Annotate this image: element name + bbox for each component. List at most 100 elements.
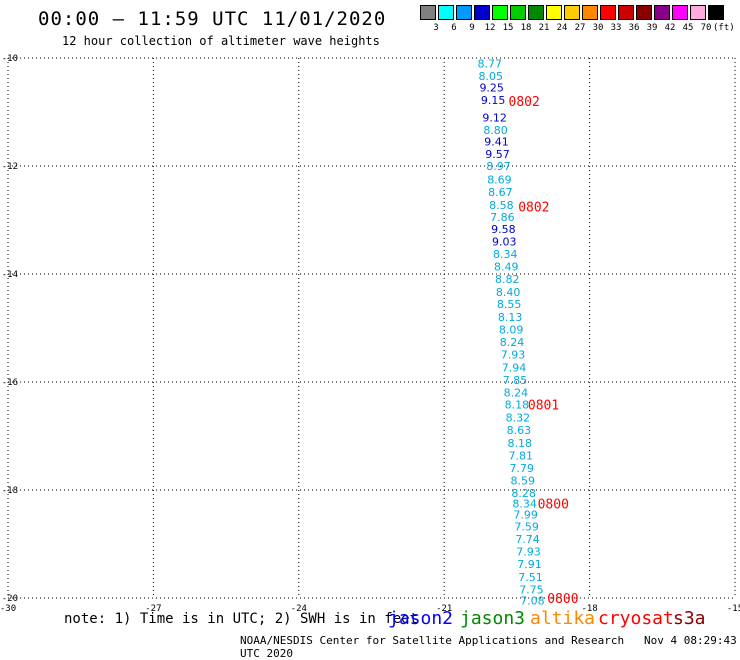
y-tick-label: -18: [2, 486, 18, 496]
color-scale-label: 30: [592, 23, 604, 33]
swh-value-label: 7.81: [509, 449, 534, 462]
swh-value-label: 8.32: [506, 412, 531, 425]
swh-value-label: 8.09: [499, 324, 524, 337]
color-scale-swatch: [636, 5, 652, 20]
swh-value-label: 8.97: [486, 160, 511, 173]
color-scale-label: 24: [556, 23, 568, 33]
color-scale-swatch: [690, 5, 706, 20]
time-label: 0802: [518, 201, 549, 216]
swh-value-label: 8.58: [489, 199, 514, 212]
color-scale-label: 33: [610, 23, 622, 33]
color-scale-swatch: [510, 5, 526, 20]
chart-subtitle: 12 hour collection of altimeter wave hei…: [62, 34, 380, 48]
color-scale-swatch: [582, 5, 598, 20]
swh-value-label: 7.75: [519, 583, 544, 596]
color-scale-swatch: [474, 5, 490, 20]
swh-value-label: 7.08: [520, 595, 545, 608]
swh-value-label: 7.93: [501, 348, 526, 361]
swh-value-label: 8.77: [478, 57, 503, 70]
swh-value-label: 8.40: [496, 286, 521, 299]
color-scale-swatch: [672, 5, 688, 20]
swh-value-label: 9.57: [485, 148, 510, 161]
time-label: 0801: [528, 399, 559, 414]
swh-value-label: 8.63: [507, 424, 532, 437]
swh-value-label: 9.58: [491, 223, 516, 236]
color-scale-swatch: [438, 5, 454, 20]
swh-value-label: 8.67: [488, 186, 513, 199]
x-tick-label: -15: [727, 604, 740, 614]
chart-title: 00:00 – 11:59 UTC 11/01/2020: [38, 8, 387, 30]
color-scale-swatch: [564, 5, 580, 20]
x-tick-label: -21: [436, 604, 452, 614]
color-scale-swatch: [456, 5, 472, 20]
satellite-legend-jason2: jason2: [388, 608, 454, 629]
swh-value-label: 8.49: [494, 260, 519, 273]
swh-value-label: 9.12: [482, 111, 507, 124]
swh-value-label: 8.05: [478, 70, 503, 83]
color-scale-label: 36: [628, 23, 640, 33]
swh-value-label: 8.13: [498, 311, 523, 324]
time-label: 0800: [538, 498, 569, 513]
swh-value-label: 7.51: [518, 571, 543, 584]
color-scale-swatch: [708, 5, 724, 20]
swh-value-label: 8.24: [504, 386, 529, 399]
color-scale-label: 21: [538, 23, 550, 33]
swh-value-label: 7.79: [509, 462, 534, 475]
swh-value-label: 8.34: [512, 498, 537, 511]
swh-value-label: 7.94: [502, 361, 527, 374]
x-tick-label: -27: [145, 604, 161, 614]
x-tick-label: -18: [581, 604, 597, 614]
color-scale-swatch: [492, 5, 508, 20]
swh-value-label: 8.55: [497, 298, 522, 311]
swh-value-label: 7.93: [516, 546, 541, 559]
x-tick-label: -24: [291, 604, 307, 614]
swh-value-label: 8.69: [487, 174, 512, 187]
swh-value-label: 9.41: [484, 136, 509, 149]
swh-value-label: 8.18: [505, 399, 530, 412]
y-tick-label: -14: [2, 270, 18, 280]
footer-credit-text: NOAA/NESDIS Center for Satellite Applica…: [240, 634, 625, 647]
color-scale-label: 27: [574, 23, 586, 33]
footer-credit: NOAA/NESDIS Center for Satellite Applica…: [240, 634, 740, 660]
swh-value-label: 7.85: [503, 374, 528, 387]
swh-value-label: 8.28: [511, 487, 536, 500]
swh-value-label: 9.25: [479, 82, 504, 95]
color-scale-swatch: [654, 5, 670, 20]
swh-value-label: 9.03: [492, 236, 517, 249]
satellite-legend-s3a: s3a: [673, 608, 706, 629]
color-scale-swatch: [420, 5, 436, 20]
color-scale-label: 70: [700, 23, 712, 33]
y-tick-label: -20: [2, 594, 18, 604]
swh-value-label: 7.86: [490, 211, 515, 224]
x-tick-label: -30: [0, 604, 16, 614]
swh-value-label: 8.24: [500, 336, 525, 349]
swh-value-label: 9.15: [481, 94, 506, 107]
swh-value-label: 7.91: [517, 558, 542, 571]
color-scale-swatch: [600, 5, 616, 20]
color-scale-label: 3: [433, 23, 439, 33]
color-scale-swatch: [528, 5, 544, 20]
swh-value-label: 8.34: [493, 248, 518, 261]
legend-note: note: 1) Time is in UTC; 2) SWH is in fe…: [64, 611, 419, 627]
swh-value-label: 7.74: [515, 533, 540, 546]
color-scale-label: 6: [451, 23, 457, 33]
swh-value-label: 8.80: [483, 124, 508, 137]
y-tick-label: -16: [2, 378, 18, 388]
time-label: 0802: [509, 95, 540, 110]
satellite-legend-cryosat: cryosat: [598, 608, 674, 629]
color-scale-label: 12: [484, 23, 496, 33]
swh-value-label: 7.99: [513, 508, 538, 521]
color-scale-label: 18: [520, 23, 532, 33]
color-scale-label: 42: [664, 23, 676, 33]
swh-value-label: 8.82: [495, 273, 520, 286]
color-scale-label: 39: [646, 23, 658, 33]
swh-value-label: 7.59: [514, 521, 539, 534]
satellite-legend-jason3: jason3: [460, 608, 526, 629]
color-scale-label: 15: [502, 23, 514, 33]
color-scale-label: 9: [469, 23, 475, 33]
color-scale-swatch: [546, 5, 562, 20]
y-tick-label: -10: [2, 54, 18, 64]
swh-value-label: 8.18: [508, 437, 533, 450]
time-label: 0800: [547, 592, 578, 607]
